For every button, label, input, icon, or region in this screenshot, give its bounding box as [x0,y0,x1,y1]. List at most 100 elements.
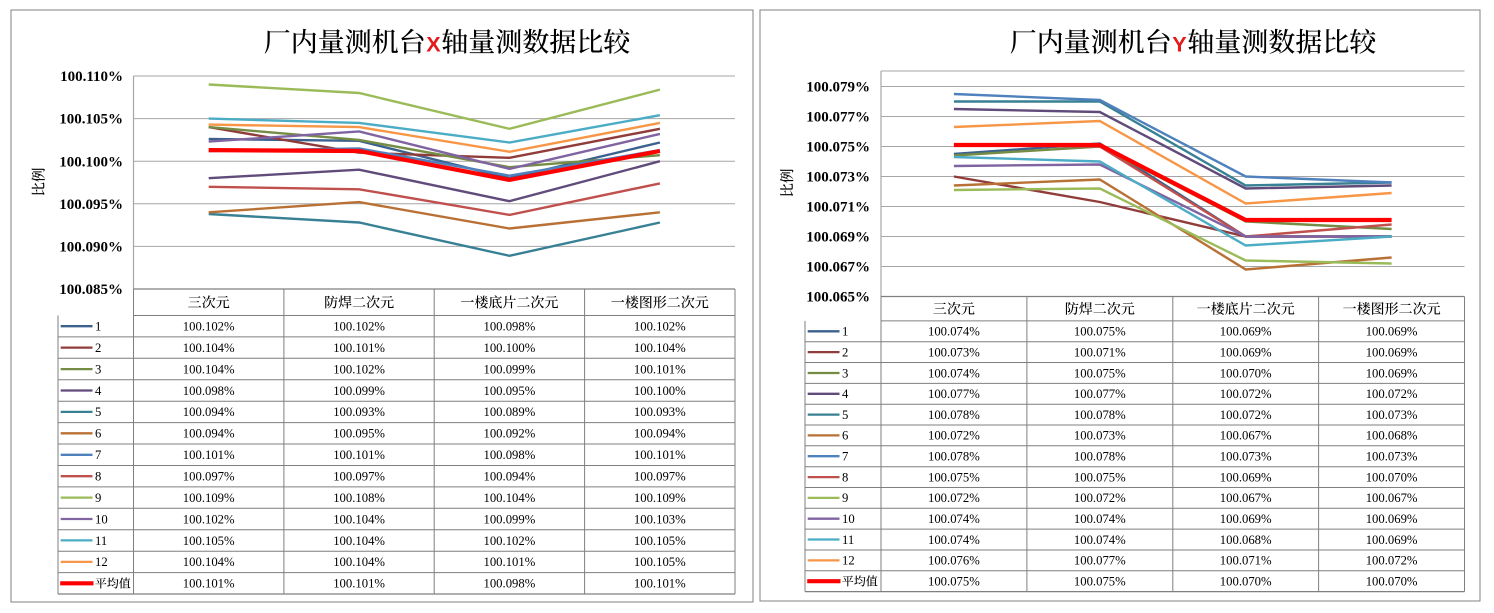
svg-text:100.074%: 100.074% [928,325,980,339]
svg-text:100.102%: 100.102% [634,320,686,334]
svg-text:100.073%: 100.073% [1366,408,1418,422]
svg-text:100.067%: 100.067% [1220,429,1272,443]
svg-text:100.073%: 100.073% [928,346,980,360]
svg-text:100.073%: 100.073% [1074,429,1126,443]
svg-text:100.079%: 100.079% [806,80,870,96]
svg-text:100.069%: 100.069% [1366,346,1418,360]
svg-text:100.071%: 100.071% [1074,346,1126,360]
svg-text:100.092%: 100.092% [483,427,535,441]
svg-text:100.102%: 100.102% [333,320,385,334]
svg-text:100.078%: 100.078% [1074,408,1126,422]
svg-text:100.072%: 100.072% [1074,491,1126,505]
svg-text:100.072%: 100.072% [1366,387,1418,401]
svg-text:5: 5 [95,405,101,419]
svg-text:100.108%: 100.108% [333,491,385,505]
svg-text:100.072%: 100.072% [1366,554,1418,568]
svg-text:100.105%: 100.105% [634,534,686,548]
svg-text:100.074%: 100.074% [928,512,980,526]
svg-text:100.101%: 100.101% [333,577,385,591]
svg-text:100.097%: 100.097% [333,470,385,484]
svg-text:12: 12 [95,555,108,569]
svg-text:100.102%: 100.102% [183,320,235,334]
svg-text:4: 4 [95,384,102,398]
svg-text:100.078%: 100.078% [928,450,980,464]
svg-text:100.105%: 100.105% [183,534,235,548]
svg-text:100.065%: 100.065% [806,290,870,306]
svg-text:5: 5 [842,408,848,422]
svg-text:100.072%: 100.072% [1220,387,1272,401]
svg-text:100.074%: 100.074% [928,533,980,547]
svg-text:100.070%: 100.070% [1220,575,1272,589]
svg-text:100.070%: 100.070% [1366,575,1418,589]
svg-text:100.072%: 100.072% [928,491,980,505]
svg-text:100.098%: 100.098% [183,384,235,398]
svg-text:100.071%: 100.071% [806,200,870,216]
svg-text:100.071%: 100.071% [1220,554,1272,568]
svg-text:9: 9 [95,491,101,505]
svg-text:7: 7 [95,448,101,462]
svg-text:X: X [426,32,441,57]
svg-text:6: 6 [95,427,101,441]
svg-text:100.101%: 100.101% [333,448,385,462]
svg-text:100.093%: 100.093% [634,405,686,419]
svg-text:100.103%: 100.103% [634,512,686,526]
svg-text:100.077%: 100.077% [1074,387,1126,401]
svg-text:100.070%: 100.070% [1366,470,1418,484]
svg-text:100.075%: 100.075% [1074,325,1126,339]
svg-text:100.104%: 100.104% [333,534,385,548]
svg-text:100.094%: 100.094% [483,470,535,484]
svg-text:100.072%: 100.072% [1220,408,1272,422]
svg-text:100.098%: 100.098% [483,320,535,334]
svg-text:100.077%: 100.077% [806,110,870,126]
svg-text:100.099%: 100.099% [333,384,385,398]
svg-text:100.110%: 100.110% [60,69,123,85]
svg-text:2: 2 [95,341,101,355]
svg-text:100.095%: 100.095% [333,427,385,441]
svg-text:100.104%: 100.104% [634,341,686,355]
svg-text:100.067%: 100.067% [806,260,870,276]
svg-text:100.089%: 100.089% [483,405,535,419]
svg-text:100.074%: 100.074% [1074,512,1126,526]
svg-text:100.102%: 100.102% [483,534,535,548]
svg-text:100.097%: 100.097% [634,470,686,484]
svg-text:100.073%: 100.073% [1220,450,1272,464]
svg-text:4: 4 [842,387,849,401]
svg-text:100.094%: 100.094% [634,427,686,441]
svg-text:100.078%: 100.078% [1074,450,1126,464]
svg-text:100.077%: 100.077% [1074,554,1126,568]
svg-text:100.095%: 100.095% [59,197,123,213]
svg-text:100.102%: 100.102% [183,512,235,526]
svg-text:100.101%: 100.101% [183,577,235,591]
svg-text:100.073%: 100.073% [1366,450,1418,464]
svg-text:100.095%: 100.095% [483,384,535,398]
svg-text:100.100%: 100.100% [634,384,686,398]
svg-text:100.094%: 100.094% [183,427,235,441]
svg-text:100.075%: 100.075% [928,575,980,589]
svg-text:100.069%: 100.069% [806,230,870,246]
svg-text:100.075%: 100.075% [1074,575,1126,589]
svg-text:100.101%: 100.101% [634,577,686,591]
svg-text:100.069%: 100.069% [1220,470,1272,484]
svg-text:100.067%: 100.067% [1366,491,1418,505]
svg-text:11: 11 [95,534,107,548]
svg-text:11: 11 [842,533,854,547]
svg-text:100.072%: 100.072% [928,429,980,443]
svg-text:100.101%: 100.101% [333,341,385,355]
svg-text:100.104%: 100.104% [483,491,535,505]
svg-text:100.099%: 100.099% [483,362,535,376]
svg-text:100.067%: 100.067% [1220,491,1272,505]
svg-text:100.068%: 100.068% [1366,429,1418,443]
svg-text:100.077%: 100.077% [928,387,980,401]
svg-text:100.097%: 100.097% [183,470,235,484]
svg-text:9: 9 [842,491,848,505]
svg-text:100.101%: 100.101% [634,362,686,376]
svg-text:100.076%: 100.076% [928,554,980,568]
svg-text:100.104%: 100.104% [333,555,385,569]
svg-text:100.078%: 100.078% [928,408,980,422]
svg-text:100.075%: 100.075% [1074,470,1126,484]
svg-text:100.104%: 100.104% [333,512,385,526]
svg-text:100.104%: 100.104% [183,341,235,355]
svg-text:100.099%: 100.099% [483,512,535,526]
svg-text:100.093%: 100.093% [333,405,385,419]
svg-text:100.102%: 100.102% [333,362,385,376]
